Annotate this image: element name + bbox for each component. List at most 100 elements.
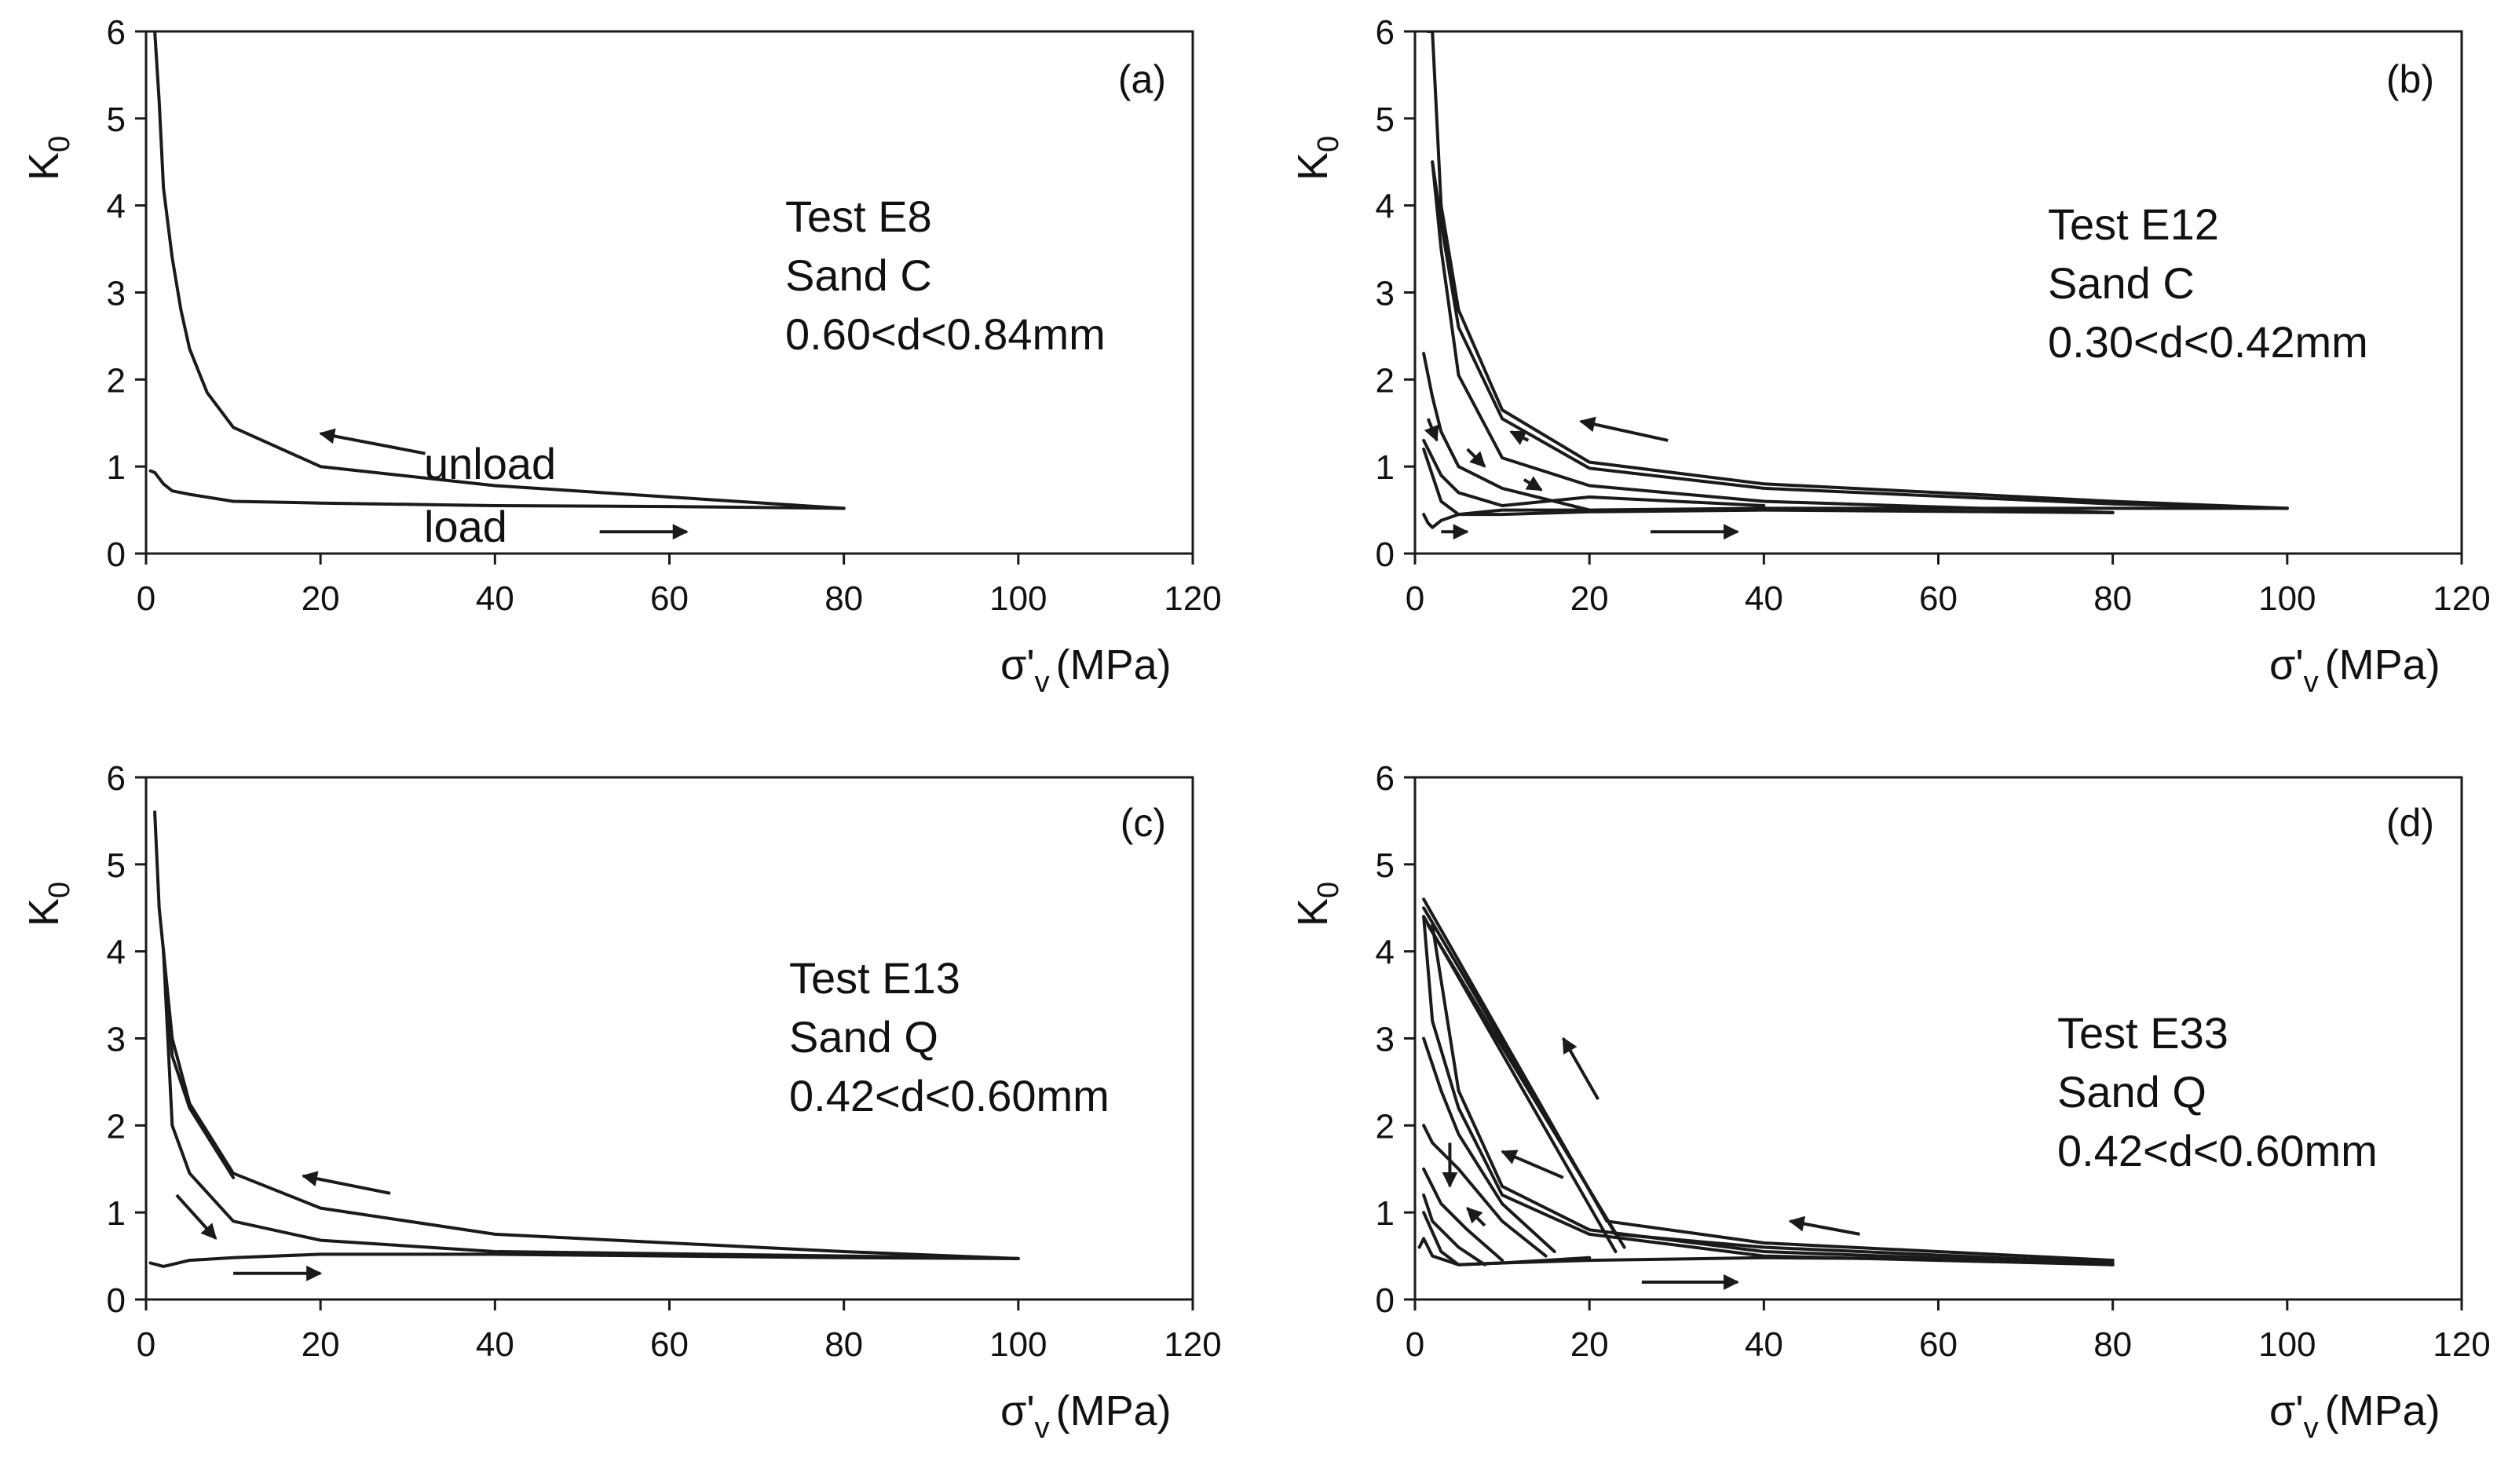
series-line-load	[148, 1252, 1020, 1268]
x-tick-label: 0	[137, 1325, 155, 1364]
panel-tag: (d)	[2386, 801, 2434, 845]
y-tick-label: 5	[107, 101, 126, 139]
x-tick-label: 60	[650, 579, 689, 618]
x-axis-label-symbol: σ'	[2269, 641, 2304, 689]
y-tick-label: 2	[107, 361, 126, 400]
series-line-big-4	[1422, 915, 1618, 1253]
y-tick-label: 2	[107, 1107, 126, 1146]
x-tick-label: 20	[302, 579, 340, 618]
x-tick-label: 60	[650, 1325, 689, 1364]
series-line-s4	[1431, 160, 2115, 514]
x-tick-label: 100	[989, 579, 1047, 618]
series-line-unload	[153, 31, 846, 510]
x-tick-label: 40	[1745, 579, 1783, 618]
x-tick-label: 20	[1570, 579, 1609, 618]
x-axis-label-unit: (MPa)	[2325, 641, 2440, 689]
series-line-c3	[1422, 1167, 1504, 1263]
y-axis-label-sub: 0	[1312, 136, 1345, 152]
annotation-line: Sand C	[785, 250, 932, 300]
series-line-s2	[1426, 31, 2289, 510]
annotation-line: Test E33	[2057, 1008, 2228, 1058]
annotation-line: Test E8	[785, 192, 932, 241]
series-line-s5	[1422, 352, 1592, 512]
direction-arrow	[1466, 448, 1486, 468]
series-line-c1	[1422, 1036, 1556, 1253]
annotation-line: 0.30<d<0.42mm	[2048, 317, 2368, 367]
direction-arrow	[1562, 1036, 1600, 1101]
x-tick-label: 60	[1919, 1325, 1958, 1364]
x-tick-label: 40	[476, 1325, 514, 1364]
x-axis-label-unit: (MPa)	[1056, 1387, 1172, 1435]
annotation-line: 0.42<d<0.60mm	[789, 1071, 1110, 1120]
x-tick-label: 120	[1164, 579, 1221, 618]
direction-arrow	[1509, 430, 1530, 445]
x-axis-label: σ'v (MPa)	[1000, 641, 1172, 699]
series-line-unload-1	[1431, 923, 2115, 1267]
y-axis-label-main: K	[1289, 152, 1336, 181]
x-axis-label: σ'v (MPa)	[1000, 1387, 1172, 1445]
y-tick-label: 6	[1376, 759, 1395, 798]
x-tick-label: 120	[2433, 1325, 2490, 1364]
y-tick-label: 0	[107, 1281, 126, 1320]
annotation-line: Sand C	[2048, 258, 2195, 308]
x-axis-label-unit: (MPa)	[2325, 1387, 2440, 1435]
panel-tag: (a)	[1118, 57, 1166, 101]
direction-arrow	[301, 1171, 391, 1195]
y-axis-label: K0	[20, 882, 76, 927]
panel-tag: (c)	[1121, 801, 1166, 845]
x-tick-label: 0	[1406, 1325, 1424, 1364]
direction-arrow	[319, 428, 426, 455]
y-axis-label-sub: 0	[43, 136, 76, 152]
x-tick-label: 40	[476, 579, 514, 618]
y-axis-label-sub: 0	[43, 882, 76, 898]
y-tick-label: 5	[1376, 101, 1395, 139]
annotation-line: Test E13	[789, 953, 960, 1003]
annotation-line: Sand Q	[789, 1012, 938, 1062]
series-group	[1417, 897, 2115, 1267]
x-tick-label: 0	[1406, 579, 1424, 618]
series-line-c2	[1422, 1124, 1548, 1258]
y-tick-label: 0	[1376, 535, 1395, 574]
x-axis-label-sub: v	[2304, 1412, 2319, 1445]
series-line-s7	[1422, 448, 2115, 517]
direction-arrow	[175, 1193, 218, 1240]
x-tick-label: 120	[2433, 579, 2490, 618]
y-tick-label: 6	[1376, 13, 1395, 52]
series-line-s6	[1422, 438, 1766, 507]
series-line-reload	[162, 949, 236, 1179]
series-line-unload-2	[1422, 915, 2115, 1267]
direction-arrow	[1501, 1150, 1564, 1179]
series-line-s3	[1431, 160, 2289, 510]
panel-tag: (b)	[2386, 57, 2434, 101]
x-tick-label: 100	[2258, 579, 2316, 618]
x-tick-label: 60	[1919, 579, 1958, 618]
x-tick-label: 80	[824, 579, 863, 618]
series-group	[1422, 31, 2289, 529]
y-tick-label: 4	[107, 934, 126, 972]
y-axis-label-sub: 0	[1312, 882, 1345, 898]
x-axis-label-symbol: σ'	[1000, 1387, 1035, 1435]
y-tick-label: 6	[107, 759, 126, 798]
x-tick-label: 80	[824, 1325, 863, 1364]
y-tick-label: 4	[1376, 934, 1395, 972]
annotation-line: Test E12	[2048, 199, 2219, 249]
plot-frame	[144, 30, 1194, 555]
series-line-unload-2	[162, 949, 1020, 1260]
y-tick-label: 5	[1376, 846, 1395, 885]
x-axis-label: σ'v (MPa)	[2269, 641, 2440, 699]
x-axis-label: σ'v (MPa)	[2269, 1387, 2440, 1445]
y-tick-label: 0	[1376, 1281, 1395, 1320]
x-axis-label-sub: v	[1035, 1412, 1050, 1445]
plot-frame	[144, 776, 1194, 1301]
y-tick-label: 5	[107, 846, 126, 885]
y-tick-label: 1	[107, 1194, 126, 1233]
direction-arrow	[1523, 476, 1543, 492]
y-tick-label: 2	[1376, 1107, 1395, 1146]
annotation-line: Sand Q	[2057, 1067, 2206, 1117]
y-tick-label: 1	[1376, 1194, 1395, 1233]
y-axis-label: K0	[1289, 882, 1345, 927]
